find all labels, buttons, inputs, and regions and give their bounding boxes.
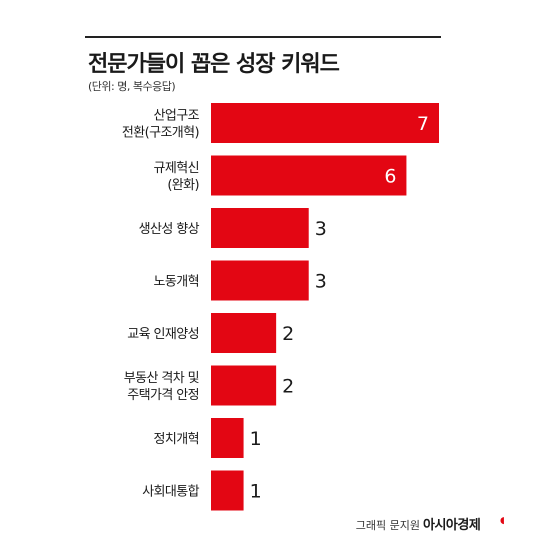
- bar-0: [211, 103, 439, 143]
- category-label-6: 정치개혁: [154, 432, 199, 447]
- category-label-2: 생산성 향상: [139, 222, 200, 237]
- value-label-1: 6: [384, 166, 396, 188]
- brand-logo: 아시아경제: [423, 518, 481, 533]
- category-label-7: 사회대통합: [142, 485, 199, 500]
- bar-4: [211, 313, 277, 353]
- footer: 그래픽 문지원 아시아경제 ◖: [0, 514, 550, 534]
- value-label-7: 1: [250, 481, 262, 503]
- category-label-4: 교육 인재양성: [127, 327, 199, 342]
- brand-mark-icon: ◖: [500, 516, 505, 526]
- category-label-0: 산업구조 전환(구조개혁): [122, 109, 200, 141]
- category-label-1: 규제혁신 (완화): [154, 161, 199, 193]
- category-label-3: 노동개혁: [154, 275, 199, 290]
- bar-6: [211, 418, 244, 458]
- value-label-5: 2: [282, 376, 294, 398]
- graphic-credit: 그래픽 문지원: [355, 519, 420, 532]
- bar-2: [211, 208, 309, 248]
- chart-title: 전문가들이 꼽은 성장 키워드: [88, 52, 340, 77]
- value-label-4: 2: [282, 323, 294, 345]
- unit-note: (단위: 명, 복수응답): [88, 80, 176, 93]
- value-label-3: 3: [315, 271, 327, 293]
- value-label-6: 1: [250, 428, 262, 450]
- category-label-5: 부동산 격차 및 주택가격 안정: [124, 371, 199, 403]
- bar-3: [211, 260, 309, 301]
- bar-1: [211, 155, 407, 196]
- top-rule: [85, 36, 441, 38]
- bar-5: [211, 365, 277, 406]
- value-label-0: 7: [417, 113, 429, 135]
- value-label-2: 3: [315, 218, 327, 240]
- bar-7: [211, 470, 244, 511]
